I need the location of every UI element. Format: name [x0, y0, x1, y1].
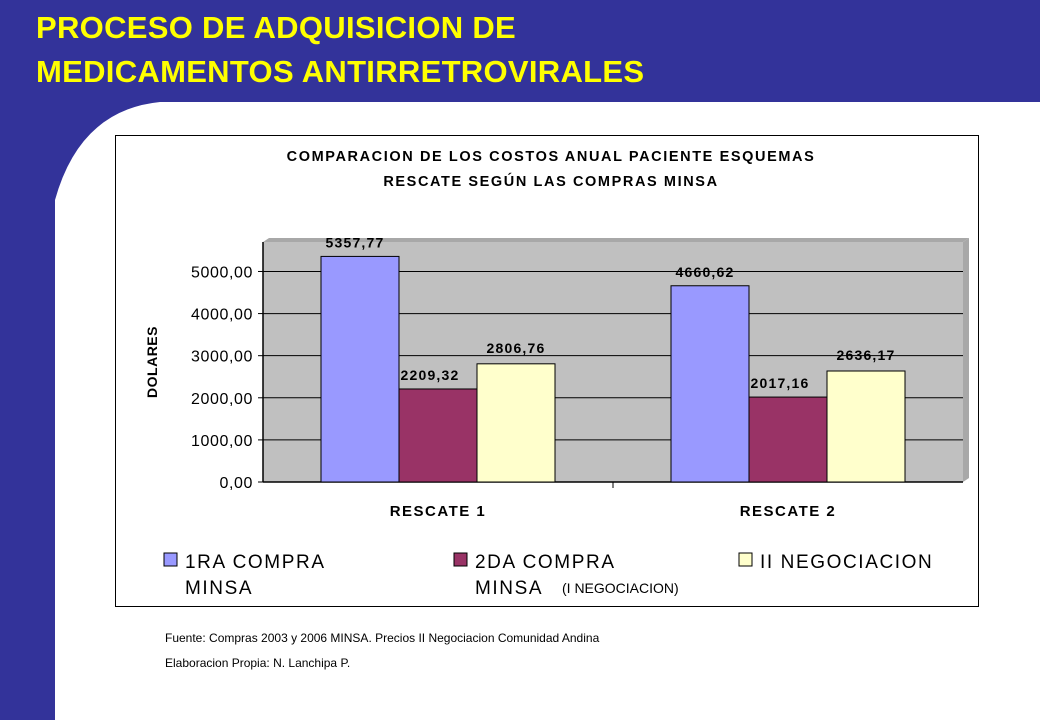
y-tick-label: 5000,00: [191, 264, 253, 281]
data-label: 2806,76: [486, 340, 545, 356]
slide-title-line-2: MEDICAMENTOS ANTIRRETROVIRALES: [36, 54, 645, 89]
y-tick-label: 2000,00: [191, 391, 253, 408]
y-tick-label: 0,00: [219, 475, 253, 492]
legend-swatch: [163, 552, 178, 567]
legend-swatch: [453, 552, 468, 567]
legend-swatch: [738, 552, 753, 567]
bar-chart: 0,00 1000,00 2000,00 3000,00 4000,00 5000,00 R…: [144, 149, 969, 599]
y-tick-label: 1000,00: [191, 433, 253, 450]
x-category-label: RESCATE 1: [390, 503, 487, 520]
chart-legend: 1RA COMPRA MINSA 2DA COMPRA MINSA II NEGOCIA…: [163, 552, 933, 599]
data-label: 2636,17: [836, 347, 895, 363]
chart-container: 0,00 1000,00 2000,00 3000,00 4000,00 5000,00 R…: [115, 135, 979, 607]
bar-series3-rescate-1: [476, 363, 556, 483]
overlay-note: (I NEGOCIACION): [562, 580, 679, 596]
bar-series1-rescate-2: [670, 285, 750, 483]
bar-series2-rescate-1: [398, 388, 478, 483]
bar-series1-rescate-1: [320, 255, 400, 483]
legend-label: II NEGOCIACION: [760, 552, 933, 573]
data-label: 2209,32: [400, 367, 459, 383]
data-label: 4660,62: [675, 264, 734, 280]
y-tick-label: 4000,00: [191, 307, 253, 324]
data-labels: 5357,77 2209,32 2806,76 4660,62 2017,16 2636,…: [325, 234, 895, 391]
y-axis-label: DOLARES: [144, 326, 160, 398]
legend-label-line-2: MINSA: [475, 578, 543, 599]
bar-series3-rescate-2: [826, 370, 906, 483]
bars: [320, 255, 906, 483]
legend-label: 2DA COMPRA: [475, 552, 616, 573]
chart-title-line-2: RESCATE SEGÚN LAS COMPRAS MINSA: [383, 172, 718, 190]
data-label: 5357,77: [325, 234, 384, 250]
slide-title-line-1: PROCESO DE ADQUISICION DE: [36, 10, 517, 45]
y-tick-label: 3000,00: [191, 349, 253, 366]
chart-title-line-1: COMPARACION DE LOS COSTOS ANUAL PACIENTE…: [287, 149, 816, 165]
plot-wall-top: [263, 238, 969, 242]
plot-wall-side: [963, 238, 969, 482]
legend-label-line-2: MINSA: [185, 578, 253, 599]
data-label: 2017,16: [750, 375, 809, 391]
legend-label: 1RA COMPRA: [185, 552, 326, 573]
bar-series2-rescate-2: [748, 396, 828, 483]
x-category-label: RESCATE 2: [740, 503, 837, 520]
credit-note: Elaboracion Propia: N. Lanchipa P.: [165, 656, 351, 670]
source-note: Fuente: Compras 2003 y 2006 MINSA. Preci…: [165, 631, 600, 645]
